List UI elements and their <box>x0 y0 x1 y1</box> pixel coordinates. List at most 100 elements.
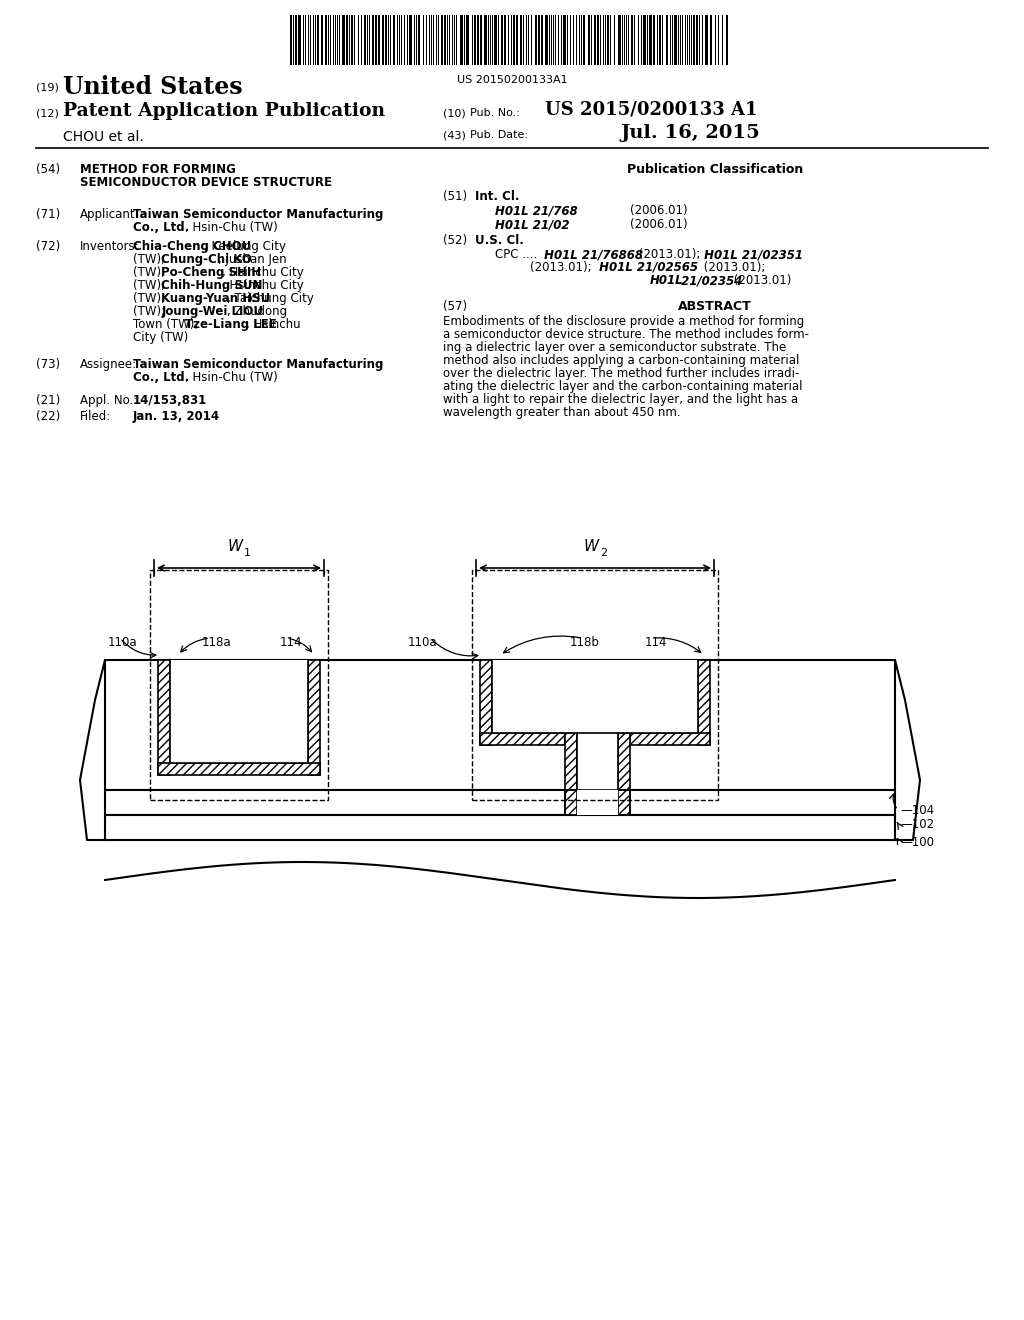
Text: a semiconductor device structure. The method includes form-: a semiconductor device structure. The me… <box>443 327 809 341</box>
Bar <box>477 15 479 65</box>
Text: Chung-Chi KO: Chung-Chi KO <box>161 253 252 267</box>
Bar <box>631 15 633 65</box>
Bar <box>588 15 590 65</box>
Text: Chih-Hung SUN: Chih-Hung SUN <box>161 279 263 292</box>
Bar <box>441 15 443 65</box>
Bar <box>666 15 668 65</box>
Text: H01L 21/768: H01L 21/768 <box>495 205 578 216</box>
Bar <box>342 15 345 65</box>
Bar <box>308 660 319 775</box>
Bar <box>466 15 469 65</box>
Text: Appl. No.:: Appl. No.: <box>80 393 137 407</box>
Bar <box>382 15 384 65</box>
Text: , Taichung City: , Taichung City <box>227 292 314 305</box>
Bar <box>520 15 522 65</box>
Bar <box>474 15 476 65</box>
Text: (19): (19) <box>36 82 58 92</box>
Text: U.S. Cl.: U.S. Cl. <box>475 234 524 247</box>
Text: Taiwan Semiconductor Manufacturing: Taiwan Semiconductor Manufacturing <box>133 358 383 371</box>
Bar <box>535 15 537 65</box>
Text: (57): (57) <box>443 300 467 313</box>
Text: (51): (51) <box>443 190 467 203</box>
Bar <box>504 15 506 65</box>
Text: (73): (73) <box>36 358 60 371</box>
Bar <box>696 15 698 65</box>
Text: 2: 2 <box>600 548 607 558</box>
Bar <box>653 15 655 65</box>
Bar <box>325 15 327 65</box>
Bar <box>577 789 618 814</box>
Text: US 2015/0200133 A1: US 2015/0200133 A1 <box>545 102 758 119</box>
Text: 21/02354: 21/02354 <box>677 275 742 286</box>
Text: (TW);: (TW); <box>133 253 169 267</box>
Bar <box>630 733 710 744</box>
Bar <box>295 15 297 65</box>
Bar <box>321 15 323 65</box>
Text: 118b: 118b <box>570 636 600 649</box>
Text: 118a: 118a <box>202 636 231 649</box>
Bar <box>565 789 630 814</box>
Text: CPC ....: CPC .... <box>495 248 538 261</box>
Bar <box>158 660 170 775</box>
Bar <box>480 660 492 744</box>
Text: (54): (54) <box>36 162 60 176</box>
Text: Filed:: Filed: <box>80 411 112 422</box>
Bar <box>105 789 895 814</box>
Text: Jan. 13, 2014: Jan. 13, 2014 <box>133 411 220 422</box>
Bar <box>378 15 380 65</box>
Text: Tze-Liang LEE: Tze-Liang LEE <box>184 318 276 331</box>
Bar <box>597 15 599 65</box>
Text: Co., Ltd.: Co., Ltd. <box>133 371 189 384</box>
Bar <box>105 660 895 789</box>
Text: —104: —104 <box>900 804 934 817</box>
Bar <box>346 15 348 65</box>
Bar <box>409 15 412 65</box>
Bar <box>351 15 353 65</box>
Bar <box>726 15 728 65</box>
Text: Int. Cl.: Int. Cl. <box>475 190 519 203</box>
Text: (12): (12) <box>36 108 58 117</box>
Text: Assignee:: Assignee: <box>80 358 137 371</box>
Text: (2013.01);: (2013.01); <box>700 261 765 275</box>
Bar <box>393 15 395 65</box>
Text: , Hsinchu City: , Hsinchu City <box>222 279 304 292</box>
Text: Applicant:: Applicant: <box>80 209 139 220</box>
Text: (43): (43) <box>443 129 466 140</box>
Text: Taiwan Semiconductor Manufacturing: Taiwan Semiconductor Manufacturing <box>133 209 383 220</box>
Bar <box>659 15 662 65</box>
Bar <box>375 15 377 65</box>
Text: Po-Cheng SHIH: Po-Cheng SHIH <box>161 267 261 279</box>
Bar <box>693 15 695 65</box>
Bar <box>484 15 487 65</box>
Text: ABSTRACT: ABSTRACT <box>678 300 752 313</box>
Bar <box>472 570 718 800</box>
Bar <box>290 15 292 65</box>
Text: (TW);: (TW); <box>133 305 169 318</box>
Bar <box>583 15 585 65</box>
Text: Town (TW);: Town (TW); <box>133 318 202 331</box>
Text: (72): (72) <box>36 240 60 253</box>
Text: H01L 21/02: H01L 21/02 <box>495 218 569 231</box>
Text: with a light to repair the dielectric layer, and the light has a: with a light to repair the dielectric la… <box>443 393 798 407</box>
Text: (22): (22) <box>36 411 60 422</box>
Text: , Hsin-Chu (TW): , Hsin-Chu (TW) <box>185 220 278 234</box>
Text: (10): (10) <box>443 108 466 117</box>
Bar <box>444 15 446 65</box>
Text: —102: —102 <box>900 818 934 832</box>
Text: 14/153,831: 14/153,831 <box>133 393 207 407</box>
Bar <box>492 660 698 733</box>
Text: CHOU et al.: CHOU et al. <box>63 129 143 144</box>
Text: Pub. No.:: Pub. No.: <box>470 108 520 117</box>
Text: Co., Ltd.: Co., Ltd. <box>133 220 189 234</box>
Text: , Hsinchu: , Hsinchu <box>246 318 300 331</box>
Text: , Keelung City: , Keelung City <box>204 240 286 253</box>
Text: 110a: 110a <box>108 636 137 649</box>
Text: , Jushan Jen: , Jushan Jen <box>217 253 287 267</box>
Bar <box>565 733 577 814</box>
Text: H01L 21/02565: H01L 21/02565 <box>595 261 698 275</box>
Text: , Hsin-Chu (TW): , Hsin-Chu (TW) <box>185 371 278 384</box>
Text: H01L: H01L <box>650 275 684 286</box>
Text: method also includes applying a carbon-containing material: method also includes applying a carbon-c… <box>443 354 800 367</box>
Bar <box>501 15 503 65</box>
Text: (52): (52) <box>443 234 467 247</box>
